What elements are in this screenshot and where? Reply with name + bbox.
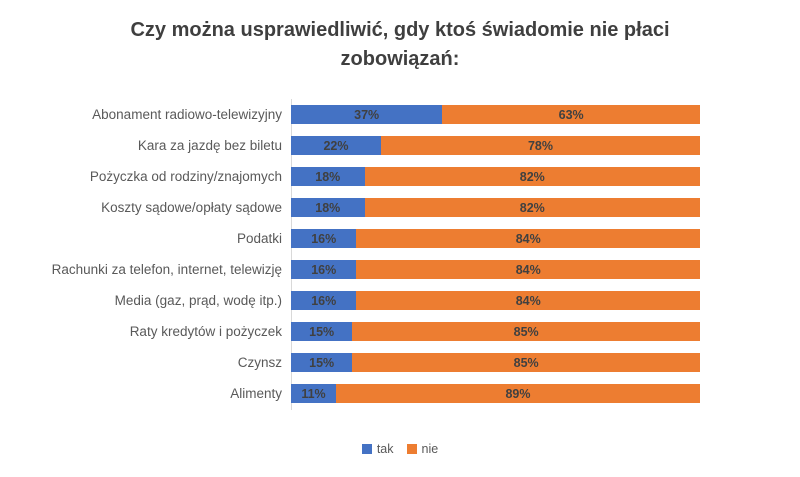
bar-value-nie: 78% xyxy=(527,138,553,153)
category-label: Media (gaz, prąd, wodę itp.) xyxy=(114,293,282,308)
legend-item-nie: nie xyxy=(406,442,439,456)
bar-segment-tak: 11% xyxy=(291,384,336,403)
bar-segment-tak: 18% xyxy=(291,167,365,186)
bar-value-nie: 84% xyxy=(515,231,541,246)
bar-row: Alimenty 11% 89% xyxy=(0,378,800,409)
bar-segment-tak: 22% xyxy=(291,136,381,155)
bar-row: Media (gaz, prąd, wodę itp.) 16% 84% xyxy=(0,285,800,316)
bar-row: Pożyczka od rodziny/znajomych 18% 82% xyxy=(0,161,800,192)
category-label: Pożyczka od rodziny/znajomych xyxy=(89,169,282,184)
bar-row: Podatki 16% 84% xyxy=(0,223,800,254)
category-label: Raty kredytów i pożyczek xyxy=(129,324,282,339)
bar-value-tak: 16% xyxy=(311,262,337,277)
bar-value-tak: 37% xyxy=(354,107,380,122)
bar-value-tak: 15% xyxy=(309,355,335,370)
legend-label-tak: tak xyxy=(376,442,394,456)
bar-segment-nie: 85% xyxy=(352,322,700,341)
bar-segment-nie: 89% xyxy=(335,384,700,403)
bar-value-tak: 18% xyxy=(315,200,341,215)
bar-value-nie: 84% xyxy=(515,262,541,277)
bar-value-nie: 82% xyxy=(519,169,545,184)
bar-track: 15% 85% xyxy=(291,353,700,372)
bar-value-nie: 82% xyxy=(519,200,545,215)
bar-value-tak: 11% xyxy=(301,386,326,401)
bar-track: 22% 78% xyxy=(291,136,700,155)
bar-value-tak: 15% xyxy=(309,324,335,339)
bar-track: 18% 82% xyxy=(291,167,700,186)
bar-segment-nie: 82% xyxy=(364,198,700,217)
bar-value-nie: 89% xyxy=(505,386,531,401)
legend-swatch-nie xyxy=(406,444,417,454)
chart-title: Czy można usprawiedliwić, gdy ktoś świad… xyxy=(130,19,670,70)
bar-segment-nie: 78% xyxy=(380,136,700,155)
bar-segment-nie: 84% xyxy=(356,291,700,310)
bar-track: 15% 85% xyxy=(291,322,700,341)
bar-row: Koszty sądowe/opłaty sądowe 18% 82% xyxy=(0,192,800,223)
bar-value-nie: 85% xyxy=(513,355,539,370)
bar-segment-nie: 85% xyxy=(352,353,700,372)
bar-segment-nie: 84% xyxy=(356,260,700,279)
legend: tak nie xyxy=(0,442,800,456)
bar-track: 16% 84% xyxy=(291,229,700,248)
bar-segment-tak: 16% xyxy=(291,260,357,279)
bar-track: 11% 89% xyxy=(291,384,700,403)
category-label: Podatki xyxy=(236,231,282,246)
bar-row: Raty kredytów i pożyczek 15% 85% xyxy=(0,316,800,347)
bar-value-nie: 84% xyxy=(515,293,541,308)
bar-segment-tak: 15% xyxy=(291,322,353,341)
category-label: Alimenty xyxy=(230,386,282,401)
bar-segment-tak: 37% xyxy=(291,105,443,124)
bar-segment-tak: 18% xyxy=(291,198,365,217)
bar-segment-nie: 84% xyxy=(356,229,700,248)
legend-label-nie: nie xyxy=(421,442,439,456)
bar-row: Rachunki za telefon, internet, telewizję… xyxy=(0,254,800,285)
category-label: Czynsz xyxy=(237,355,282,370)
bar-segment-nie: 63% xyxy=(442,105,700,124)
bar-value-tak: 16% xyxy=(311,293,337,308)
bar-value-nie: 63% xyxy=(558,107,584,122)
bar-value-nie: 85% xyxy=(513,324,539,339)
category-label: Abonament radiowo-telewizyjny xyxy=(92,107,282,122)
category-label: Koszty sądowe/opłaty sądowe xyxy=(101,200,282,215)
plot-area: Abonament radiowo-telewizyjny 37% 63% Ka… xyxy=(0,99,800,409)
bar-row: Kara za jazdę bez biletu 22% 78% xyxy=(0,130,800,161)
chart-title-container: Czy można usprawiedliwić, gdy ktoś świad… xyxy=(0,16,800,74)
bar-value-tak: 22% xyxy=(323,138,349,153)
bar-track: 16% 84% xyxy=(291,291,700,310)
bar-value-tak: 18% xyxy=(315,169,341,184)
bar-value-tak: 16% xyxy=(311,231,337,246)
category-label: Kara za jazdę bez biletu xyxy=(137,138,282,153)
y-axis-line xyxy=(291,99,292,410)
bar-track: 18% 82% xyxy=(291,198,700,217)
bar-segment-nie: 82% xyxy=(364,167,700,186)
bar-segment-tak: 16% xyxy=(291,291,357,310)
bar-segment-tak: 16% xyxy=(291,229,357,248)
legend-item-tak: tak xyxy=(361,442,394,456)
category-label: Rachunki za telefon, internet, telewizję xyxy=(51,262,282,277)
legend-swatch-tak xyxy=(361,444,372,454)
bar-track: 16% 84% xyxy=(291,260,700,279)
bar-track: 37% 63% xyxy=(291,105,700,124)
bar-segment-tak: 15% xyxy=(291,353,353,372)
bar-row: Czynsz 15% 85% xyxy=(0,347,800,378)
bar-row: Abonament radiowo-telewizyjny 37% 63% xyxy=(0,99,800,130)
